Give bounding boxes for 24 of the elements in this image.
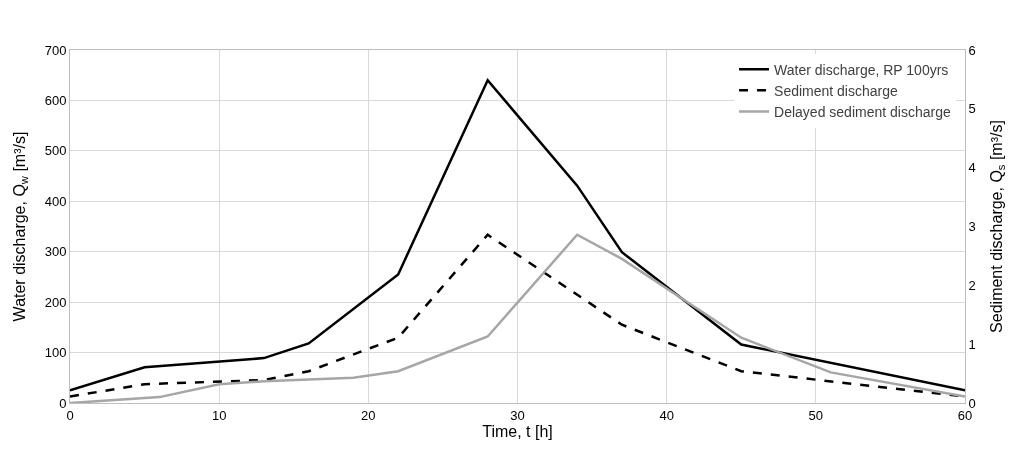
y-tick-label: 300: [44, 244, 67, 260]
y-tick-label: 500: [44, 143, 67, 159]
y2-tick-label: 2: [968, 277, 976, 293]
legend-label: Delayed sediment discharge: [774, 103, 951, 120]
y-tick-label: 200: [44, 294, 67, 310]
legend-label: Water discharge, RP 100yrs: [774, 61, 949, 78]
x-tick-label: 20: [361, 407, 376, 423]
y2-tick-label: 3: [968, 219, 976, 235]
x-tick-label: 40: [659, 407, 674, 423]
y-tick-label: 600: [44, 92, 67, 108]
y2-tick-label: 4: [968, 160, 976, 176]
x-tick-label: 10: [211, 407, 227, 423]
y2-tick-label: 5: [968, 101, 976, 117]
y2-tick-label: 1: [968, 336, 976, 352]
y-tick-label: 700: [44, 42, 67, 58]
x-axis-title: Time, t [h]: [482, 422, 553, 440]
legend-label: Sediment discharge: [774, 82, 898, 99]
line-series: [70, 79, 965, 392]
y2-tick-label: 6: [968, 42, 976, 58]
x-tick-label: 30: [510, 407, 525, 423]
x-tick-label: 50: [808, 407, 824, 423]
y-tick-label: 0: [59, 395, 67, 411]
y-tick-label: 400: [44, 193, 67, 209]
y-tick-label: 100: [44, 345, 67, 361]
